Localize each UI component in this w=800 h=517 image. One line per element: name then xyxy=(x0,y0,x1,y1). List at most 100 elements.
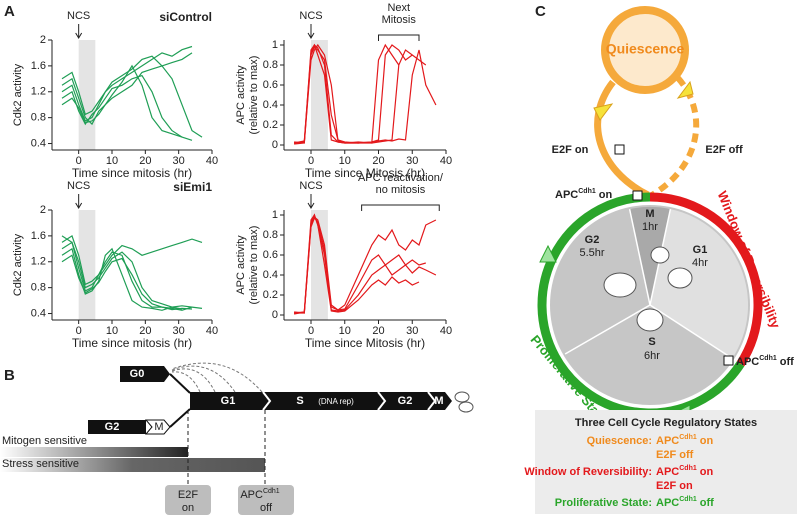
trace xyxy=(294,216,437,314)
y-tick-label: 1 xyxy=(272,39,278,51)
y-tick-label: 1.6 xyxy=(31,60,46,72)
x-axis-label: Time since Mitosis (hr) xyxy=(305,336,425,350)
y-tick-label: 0 xyxy=(272,309,278,321)
legend-label: Window of Reversibility: xyxy=(524,466,652,478)
panel-label: C xyxy=(535,3,546,20)
annotation: Mitosis xyxy=(382,14,417,26)
y-tick-label: 0.6 xyxy=(263,79,278,91)
phase-label: S xyxy=(648,336,655,348)
y-tick-label: 0.2 xyxy=(263,289,278,301)
legend-label: Proliferative State: xyxy=(555,497,652,509)
trace xyxy=(61,65,203,138)
phase-duration: 5.5hr xyxy=(579,247,604,259)
cycle-diagram: Quiescence E2F on E2F off APCCdh1 on APCC… xyxy=(524,6,797,514)
x-tick-label: 30 xyxy=(173,325,185,337)
callout: on xyxy=(182,502,194,514)
y-tick-label: 0.4 xyxy=(263,99,278,111)
x-tick-label: 40 xyxy=(440,325,452,337)
phase-label: G1 xyxy=(693,244,708,256)
trace xyxy=(61,234,203,286)
panel-label: B xyxy=(4,367,15,384)
y-axis-label: Cdk2 activity xyxy=(12,63,24,126)
trace xyxy=(61,247,183,311)
x-tick-label: 20 xyxy=(139,155,151,167)
condition-label: siEmi1 xyxy=(173,180,212,194)
x-tick-label: 30 xyxy=(406,155,418,167)
x-tick-label: 40 xyxy=(440,155,452,167)
x-axis-label: Time since mitosis (hr) xyxy=(72,166,192,180)
y-tick-label: 0.2 xyxy=(263,119,278,131)
trace xyxy=(61,74,193,141)
y-tick-label: 1.2 xyxy=(31,86,46,98)
x-tick-label: 40 xyxy=(206,325,218,337)
phase-duration: 1hr xyxy=(642,221,658,233)
phase-label: G2 xyxy=(585,234,600,246)
x-tick-label: 0 xyxy=(308,325,314,337)
annotation-arrowhead xyxy=(307,32,315,39)
x-tick-label: 30 xyxy=(173,155,185,167)
y-tick-label: 1.2 xyxy=(31,256,46,268)
phase-label: S xyxy=(296,395,303,407)
sensitivity-label: Mitogen sensitive xyxy=(2,435,87,447)
phase-duration: 6hr xyxy=(644,350,660,362)
switch-label: E2F on xyxy=(552,144,589,156)
trace xyxy=(61,64,183,138)
trace xyxy=(294,215,426,314)
phase-label: M xyxy=(645,208,654,220)
phase-label: M xyxy=(154,421,163,433)
switch-label: E2F off xyxy=(705,144,743,156)
phase-label: G2 xyxy=(105,421,120,433)
legend-value: E2F on xyxy=(656,480,693,492)
y-tick-label: 0.6 xyxy=(263,249,278,261)
legend-label: Quiescence: xyxy=(587,435,652,447)
x-tick-label: 0 xyxy=(76,325,82,337)
x-tick-label: 20 xyxy=(372,155,384,167)
x-tick-label: 20 xyxy=(139,325,151,337)
annotation: APC reactivation/ xyxy=(358,172,444,184)
y-axis-label: (relative to max) xyxy=(248,56,260,135)
phase-note: (DNA rep) xyxy=(318,397,354,406)
treatment-shade xyxy=(78,210,96,320)
y-axis-label: APC activity xyxy=(235,65,247,125)
switch-label: APCCdh1 on xyxy=(555,188,612,201)
y-axis-label: APC activity xyxy=(235,235,247,295)
legend-box xyxy=(535,410,797,514)
trace xyxy=(293,43,437,144)
phase-duration: 4hr xyxy=(692,257,708,269)
trace xyxy=(294,43,400,144)
y-tick-label: 0.8 xyxy=(263,229,278,241)
annotation-bracket xyxy=(378,34,420,41)
annotation: Next xyxy=(387,2,410,14)
legend-value: APCCdh1 on xyxy=(656,465,713,478)
trace xyxy=(61,52,193,116)
x-axis-label: Time since Mitosis (hr) xyxy=(305,166,425,180)
x-tick-label: 0 xyxy=(76,155,82,167)
y-tick-label: 0.4 xyxy=(263,269,278,281)
trace xyxy=(61,45,193,122)
annotation: NCS xyxy=(299,180,322,192)
y-tick-label: 0 xyxy=(272,139,278,151)
phase-label: G0 xyxy=(130,368,145,380)
sensitivity-label: Stress sensitive xyxy=(2,458,79,470)
x-tick-label: 20 xyxy=(372,325,384,337)
state-label: Quiescence xyxy=(606,41,685,57)
phase-label: G1 xyxy=(221,395,236,407)
y-tick-label: 2 xyxy=(40,34,46,46)
x-axis-label: Time since mitosis (hr) xyxy=(72,336,192,350)
callout: E2F xyxy=(178,489,198,501)
trace xyxy=(293,213,420,315)
y-tick-label: 0.4 xyxy=(31,307,46,319)
y-tick-label: 0.8 xyxy=(263,59,278,71)
y-axis-label: Cdk2 activity xyxy=(12,233,24,296)
y-axis-label: (relative to max) xyxy=(248,226,260,305)
x-tick-label: 10 xyxy=(106,155,118,167)
x-tick-label: 0 xyxy=(308,155,314,167)
annotation-arrowhead xyxy=(75,202,83,209)
annotation: no mitosis xyxy=(376,184,426,196)
timeline: G0 G2 M G1 S (DNA rep) G2 M Mitogen sens… xyxy=(0,362,474,515)
treatment-shade xyxy=(311,40,328,150)
x-tick-label: 10 xyxy=(339,155,351,167)
y-tick-label: 1 xyxy=(272,209,278,221)
treatment-shade xyxy=(311,210,328,320)
